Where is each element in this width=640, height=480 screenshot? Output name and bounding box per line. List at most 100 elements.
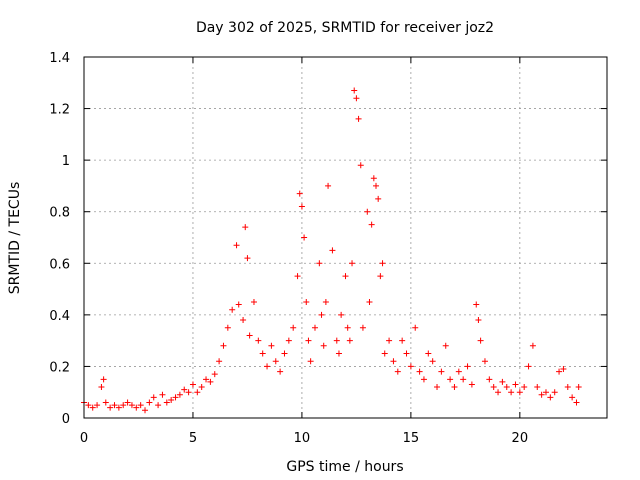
data-point bbox=[368, 221, 375, 228]
data-point bbox=[216, 358, 223, 365]
data-point bbox=[268, 342, 275, 349]
data-point bbox=[364, 208, 371, 215]
data-point bbox=[464, 363, 471, 370]
data-point bbox=[486, 376, 493, 383]
data-point bbox=[366, 298, 373, 305]
data-point bbox=[538, 391, 545, 398]
data-point bbox=[142, 407, 149, 414]
data-point bbox=[575, 384, 582, 391]
y-tick-label: 1.2 bbox=[49, 103, 70, 118]
axis-ticks bbox=[83, 56, 607, 419]
data-point bbox=[495, 389, 502, 396]
data-point bbox=[355, 115, 362, 122]
data-point bbox=[481, 358, 488, 365]
y-tick-labels: 0 0.2 0.4 0.6 0.8 1 1.2 1.4 bbox=[49, 51, 70, 427]
data-point bbox=[386, 337, 393, 344]
data-point bbox=[503, 384, 510, 391]
data-point bbox=[320, 342, 327, 349]
data-point bbox=[547, 394, 554, 401]
data-point bbox=[303, 298, 310, 305]
data-point bbox=[124, 399, 131, 406]
data-point bbox=[525, 363, 532, 370]
data-point bbox=[281, 350, 288, 357]
data-point bbox=[128, 402, 135, 409]
data-point bbox=[181, 386, 188, 393]
data-point bbox=[301, 234, 308, 241]
data-point bbox=[85, 402, 92, 409]
data-point bbox=[168, 396, 175, 403]
data-point bbox=[185, 389, 192, 396]
data-point bbox=[133, 404, 140, 411]
y-tick-label: 0.2 bbox=[49, 360, 70, 375]
data-point bbox=[305, 337, 312, 344]
data-point bbox=[353, 95, 360, 102]
data-point bbox=[102, 399, 109, 406]
data-point bbox=[94, 402, 101, 409]
data-point bbox=[551, 389, 558, 396]
data-point bbox=[346, 337, 353, 344]
data-point bbox=[176, 391, 183, 398]
x-tick-labels: 0 5 10 15 20 bbox=[80, 431, 528, 446]
data-point bbox=[163, 399, 170, 406]
data-point bbox=[516, 389, 523, 396]
data-point bbox=[460, 376, 467, 383]
data-point bbox=[146, 399, 153, 406]
data-point bbox=[359, 324, 366, 331]
data-point bbox=[316, 260, 323, 267]
data-point bbox=[329, 247, 336, 254]
data-point bbox=[407, 363, 414, 370]
data-point bbox=[534, 384, 541, 391]
x-tick-label: 20 bbox=[512, 431, 529, 446]
data-point bbox=[521, 384, 528, 391]
data-point bbox=[194, 389, 201, 396]
data-point bbox=[259, 350, 266, 357]
data-point bbox=[573, 399, 580, 406]
data-point bbox=[100, 376, 107, 383]
chart-title: Day 302 of 2025, SRMTID for receiver joz… bbox=[196, 20, 494, 36]
data-point bbox=[137, 402, 144, 409]
data-point bbox=[370, 175, 377, 182]
data-point bbox=[229, 306, 236, 313]
data-point bbox=[394, 368, 401, 375]
data-points bbox=[81, 87, 582, 414]
data-point bbox=[307, 358, 314, 365]
data-point bbox=[198, 384, 205, 391]
data-point bbox=[342, 273, 349, 280]
data-point bbox=[240, 317, 247, 324]
data-point bbox=[333, 337, 340, 344]
data-point bbox=[155, 402, 162, 409]
y-tick-label: 1 bbox=[62, 154, 70, 169]
data-point bbox=[490, 384, 497, 391]
x-tick-label: 10 bbox=[294, 431, 311, 446]
data-point bbox=[242, 224, 249, 231]
data-point bbox=[425, 350, 432, 357]
data-point bbox=[233, 242, 240, 249]
data-point bbox=[98, 384, 105, 391]
data-point bbox=[211, 371, 218, 378]
data-point bbox=[115, 404, 122, 411]
data-point bbox=[455, 368, 462, 375]
data-point bbox=[560, 366, 567, 373]
data-point bbox=[438, 368, 445, 375]
data-point bbox=[246, 332, 253, 339]
data-point bbox=[294, 273, 301, 280]
data-point bbox=[224, 324, 231, 331]
x-tick-label: 0 bbox=[80, 431, 88, 446]
data-point bbox=[244, 255, 251, 262]
data-point bbox=[434, 384, 441, 391]
data-point bbox=[556, 368, 563, 375]
data-point bbox=[338, 311, 345, 318]
data-point bbox=[325, 182, 332, 189]
data-point bbox=[189, 381, 196, 388]
data-point bbox=[569, 394, 576, 401]
data-point bbox=[120, 402, 127, 409]
data-point bbox=[529, 342, 536, 349]
data-point bbox=[89, 404, 96, 411]
plot-frame bbox=[83, 56, 608, 419]
data-point bbox=[107, 404, 114, 411]
data-point bbox=[399, 337, 406, 344]
data-point bbox=[451, 384, 458, 391]
data-point bbox=[475, 317, 482, 324]
data-point bbox=[508, 389, 515, 396]
